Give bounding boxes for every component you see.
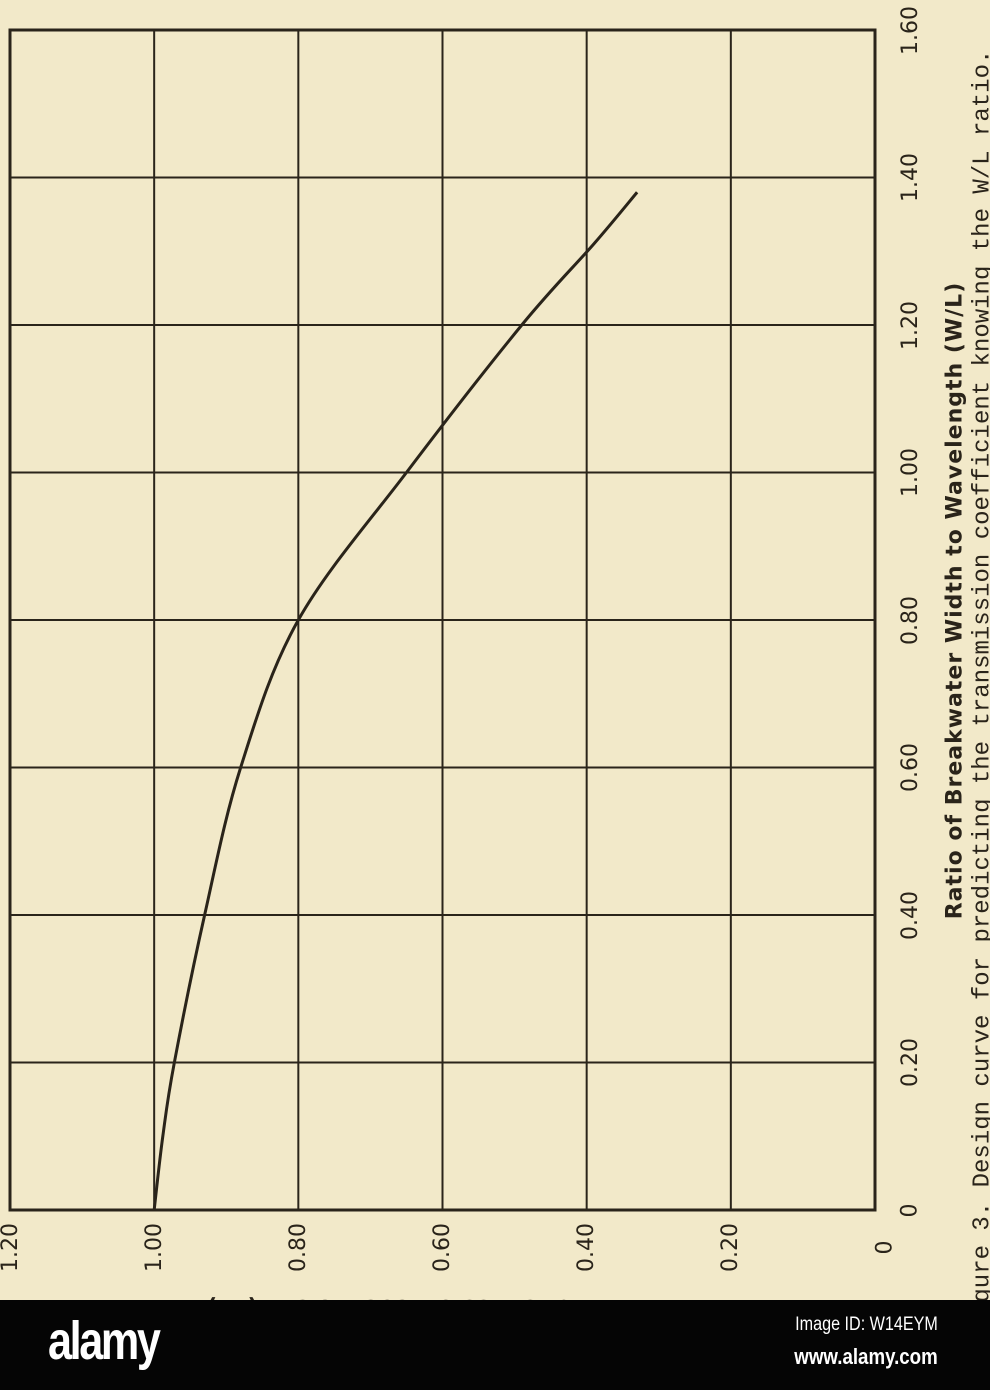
- image-id: Image ID: W14EYM: [795, 1314, 938, 1335]
- kt-tick-label: 0.20: [718, 1222, 744, 1272]
- alamy-logo: alamy: [48, 1311, 161, 1371]
- wl-tick-label: 0.80: [897, 595, 923, 645]
- kt-tick-label: 0.40: [574, 1222, 600, 1272]
- wl-tick-label: 0.60: [897, 743, 923, 792]
- site-url: www.alamy.com: [794, 1344, 938, 1369]
- wl-tick-label: 0.40: [897, 890, 923, 940]
- wl-tick-label: 0: [897, 1203, 923, 1217]
- kt-tick-label: 1.00: [141, 1222, 167, 1272]
- figure-caption: Figure 3. Design curve for predicting th…: [969, 49, 990, 1331]
- wl-tick-label: 1.00: [897, 448, 923, 497]
- wl-tick-label: 1.60: [897, 5, 923, 55]
- design-curve: [152, 191, 639, 1211]
- kt-tick-label: 0: [872, 1240, 898, 1254]
- wl-tick-label: 1.20: [897, 300, 923, 350]
- wl-tick-label: 0.20: [897, 1038, 923, 1087]
- plot-frame: [8, 28, 877, 1212]
- wl-tick-label: 1.40: [897, 153, 923, 202]
- chart: [8, 28, 877, 1212]
- kt-tick-label: 0.80: [285, 1222, 311, 1272]
- grid: [9, 29, 876, 1211]
- kt-tick-label: 1.20: [0, 1222, 23, 1272]
- x-axis-title: Ratio of Breakwater Width to Wavelength …: [942, 281, 968, 919]
- kt-tick-label: 0.60: [429, 1222, 455, 1272]
- watermark-band: alamy Image ID: W14EYM www.alamy.com: [0, 1300, 990, 1390]
